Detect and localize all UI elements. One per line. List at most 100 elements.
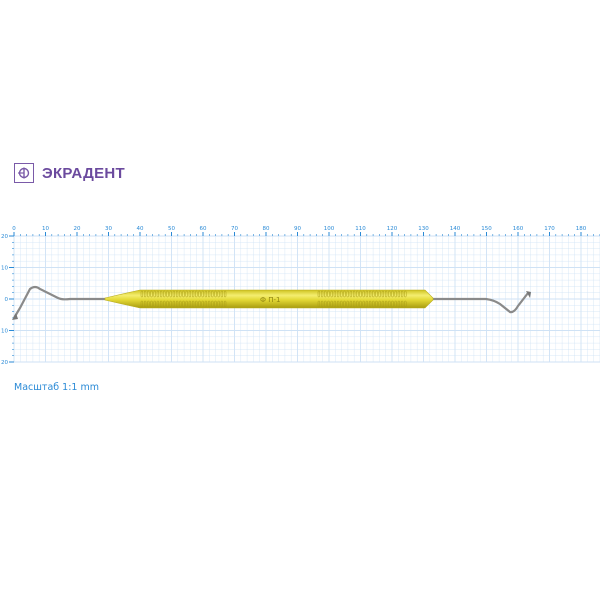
knurl-ring [195, 300, 198, 308]
knurl-ring [375, 290, 378, 298]
knurl-ring [191, 300, 195, 308]
knurl-ring [346, 290, 349, 298]
x-tick-label: 180 [576, 226, 587, 232]
knurl-ring [317, 290, 321, 298]
knurl-ring [368, 300, 372, 308]
knurl-ring [397, 290, 401, 298]
knurl-ring [330, 300, 333, 308]
knurl-ring [163, 290, 166, 298]
knurl-ring [362, 300, 365, 308]
knurl-ring [182, 290, 185, 298]
knurl-ring [400, 290, 404, 298]
knurl-ring [185, 290, 188, 298]
knurl-ring [198, 300, 201, 308]
ekradent-logo-icon [14, 163, 34, 183]
knurl-ring [346, 300, 349, 308]
knurl-ring [217, 290, 220, 298]
x-tick-label: 60 [200, 226, 207, 232]
knurl-ring [201, 290, 204, 298]
knurl-ring [185, 300, 188, 308]
right-tip-point [526, 291, 531, 298]
knurl-ring [343, 300, 346, 308]
knurl-ring [330, 290, 333, 298]
knurl-ring [356, 290, 359, 298]
knurl-ring [140, 290, 144, 298]
knurl-ring [324, 300, 327, 308]
knurl-ring [143, 290, 147, 298]
knurl-ring [150, 290, 153, 298]
knurl-ring [223, 300, 227, 308]
knurl-ring [388, 290, 391, 298]
knurl-ring [333, 290, 337, 298]
knurl-ring [217, 300, 220, 308]
x-tick-label: 160 [513, 226, 524, 232]
knurl-ring [182, 300, 185, 308]
x-tick-label: 130 [418, 226, 429, 232]
knurl-ring [198, 290, 201, 298]
knurl-ring [166, 300, 169, 308]
knurl-ring [320, 290, 324, 298]
knurl-ring [349, 300, 353, 308]
knurl-ring [169, 290, 172, 298]
knurl-ring [336, 300, 340, 308]
y-tick-label: 20 [1, 360, 8, 366]
knurl-ring [381, 290, 385, 298]
brand-name: ЭКРАДЕНТ [42, 164, 125, 182]
knurl-ring [340, 300, 343, 308]
knurl-ring [169, 300, 172, 308]
knurl-ring [352, 290, 356, 298]
knurl-ring [204, 300, 208, 308]
knurl-ring [372, 300, 375, 308]
x-tick-label: 110 [355, 226, 366, 232]
knurl-ring [147, 300, 150, 308]
right-working-tip [430, 292, 529, 314]
x-tick-label: 70 [231, 226, 238, 232]
knurl-ring [159, 290, 163, 298]
knurl-ring [400, 300, 404, 308]
x-tick-label: 80 [263, 226, 270, 232]
x-tick-label: 0 [12, 226, 16, 232]
x-tick-label: 90 [294, 226, 301, 232]
knurl-ring [327, 300, 330, 308]
instrument-engraving: Ф П-1 [260, 296, 281, 304]
knurl-ring [320, 300, 324, 308]
ruler-ticks: 0 10 20 30 40 50 60 70 80 90 100 110 120 130 140 150 160… [1, 226, 600, 366]
knurl-ring [214, 290, 217, 298]
knurl-ring [214, 300, 217, 308]
x-tick-label: 30 [105, 226, 112, 232]
knurl-ring [159, 300, 163, 308]
handle-knurling [140, 290, 407, 308]
x-tick-label: 150 [481, 226, 492, 232]
knurl-ring [179, 300, 182, 308]
scale-label: Масштаб 1:1 mm [14, 382, 99, 393]
knurl-ring [156, 290, 160, 298]
x-tick-label: 120 [387, 226, 398, 232]
knurl-ring [147, 290, 150, 298]
knurl-ring [207, 290, 211, 298]
knurl-ring [153, 290, 156, 298]
handle [104, 289, 434, 309]
knurl-ring [172, 300, 176, 308]
knurl-ring [188, 300, 192, 308]
y-tick-label: 10 [1, 266, 8, 272]
knurl-ring [378, 290, 381, 298]
knurl-ring [349, 290, 353, 298]
x-tick-label: 170 [544, 226, 555, 232]
x-tick-label: 20 [74, 226, 81, 232]
knurl-ring [365, 290, 369, 298]
knurl-ring [340, 290, 343, 298]
left-tip-point [12, 313, 18, 320]
left-working-tip [13, 285, 106, 319]
knurl-ring [372, 290, 375, 298]
knurl-ring [211, 300, 214, 308]
knurl-ring [388, 300, 391, 308]
knurl-ring [394, 290, 397, 298]
knurl-ring [204, 290, 208, 298]
knurl-ring [384, 300, 388, 308]
knurl-ring [336, 290, 340, 298]
knurl-ring [211, 290, 214, 298]
knurl-ring [404, 300, 407, 308]
knurl-ring [207, 300, 211, 308]
x-tick-label: 40 [137, 226, 144, 232]
